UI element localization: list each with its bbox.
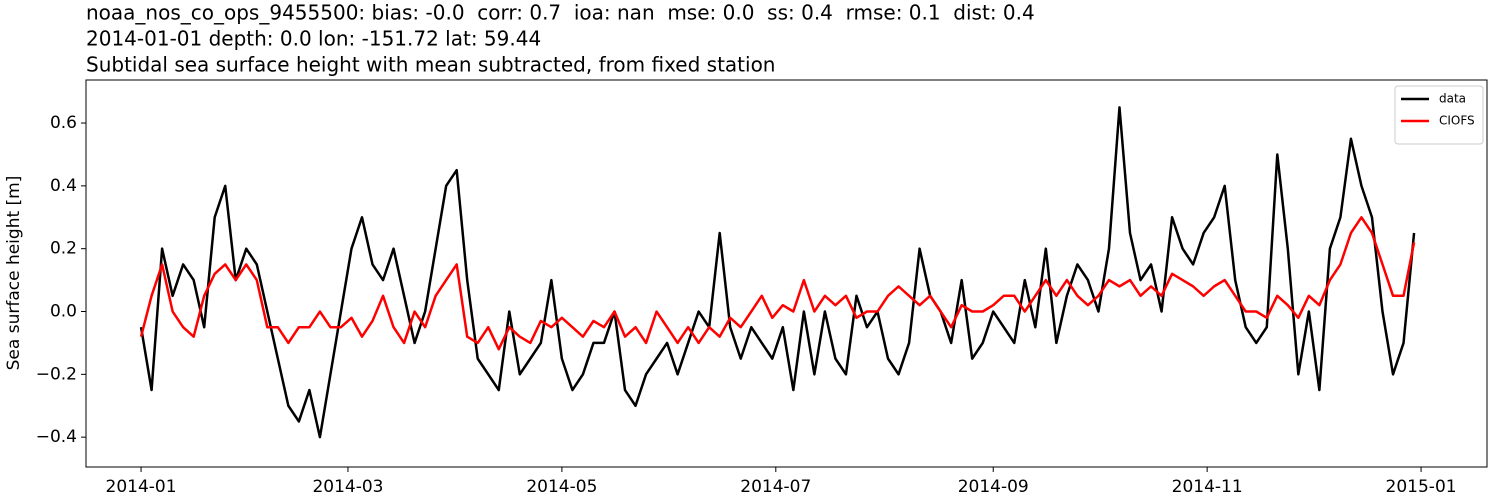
x-tick-label: 2014-03 <box>312 477 383 497</box>
data-line <box>139 106 1416 439</box>
y-tick-label: −0.2 <box>36 364 77 384</box>
y-tick-label: 0.0 <box>50 302 77 322</box>
chart-title: 2014-01-01 depth: 0.0 lon: -151.72 lat: … <box>86 27 541 51</box>
y-tick-label: −0.4 <box>36 427 77 447</box>
x-tick-label: 2015-01 <box>1386 477 1457 497</box>
y-tick-label: 0.2 <box>50 239 77 259</box>
chart-title: Subtidal sea surface height with mean su… <box>86 53 775 77</box>
legend-box <box>1394 85 1484 145</box>
x-tick-label: 2014-07 <box>740 477 811 497</box>
legend-label: data <box>1439 92 1466 106</box>
x-tick-label: 2014-05 <box>526 477 597 497</box>
y-tick-label: 0.6 <box>50 113 77 133</box>
y-tick-label: 0.4 <box>50 176 77 196</box>
y-axis-label: Sea surface height [m] <box>4 176 24 371</box>
plot-frame <box>85 79 1488 468</box>
data-line <box>139 216 1416 351</box>
x-tick-label: 2014-09 <box>958 477 1029 497</box>
chart-title: noaa_nos_co_ops_9455500: bias: -0.0 corr… <box>86 1 1035 25</box>
legend-label: CIOFS <box>1439 114 1475 128</box>
x-tick-label: 2014-01 <box>106 477 177 497</box>
x-tick-label: 2014-11 <box>1172 477 1243 497</box>
